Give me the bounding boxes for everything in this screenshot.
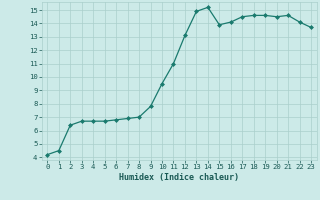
X-axis label: Humidex (Indice chaleur): Humidex (Indice chaleur) xyxy=(119,173,239,182)
